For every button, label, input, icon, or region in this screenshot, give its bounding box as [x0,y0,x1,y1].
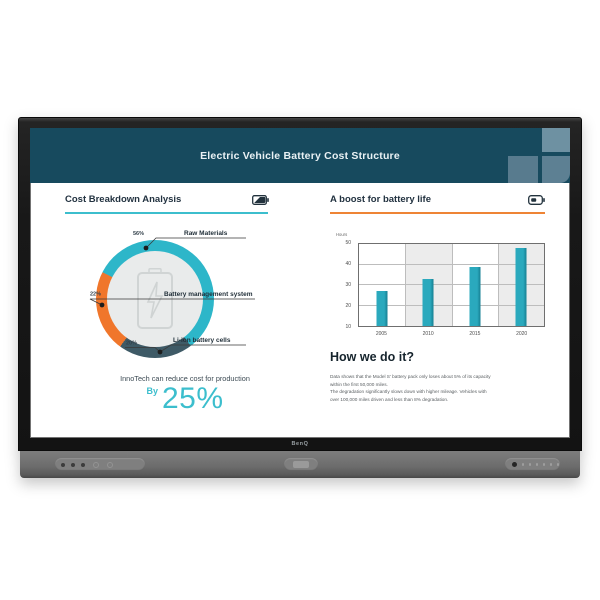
control-dot [535,463,538,466]
slide-title: Electric Vehicle Battery Cost Structure [200,149,400,162]
bar-plot [358,243,545,327]
annotation-dot [143,245,149,251]
by-label: By [146,386,158,396]
gridline [359,284,544,285]
gridline [359,304,544,306]
bar-2010 [422,278,434,326]
x-tick-label: 2020 [516,331,528,337]
home-button [293,461,309,468]
body-line: Data shows that the Model S' battery pac… [330,374,491,379]
y-tick-label: 20 [345,303,351,309]
y-axis: 50 40 30 20 10 [330,240,354,330]
control-dot [542,463,545,466]
port-ring [107,461,113,468]
segment-pct: 56% [133,231,144,237]
y-tick-label: 40 [345,261,351,267]
segment-pct: 20% [126,341,137,347]
control-dot [549,463,552,466]
port-dot [61,462,65,467]
segment-pct: 22% [90,292,101,298]
monitor: Electric Vehicle Battery Cost Structure … [18,117,582,478]
x-axis: 2005 2010 2015 2020 [358,331,545,337]
control-dot [556,463,559,466]
donut-annotations: 56% Raw Materials 22% Battery management… [89,230,255,355]
annotation-line [89,298,255,306]
right-section-title: A boost for battery life [330,194,431,205]
annotation-line [145,237,246,249]
cost-reduction-highlight: By 25% [60,382,310,416]
gridline [359,263,544,265]
control-panel [505,458,560,471]
battery-bolt-watermark-icon [137,268,173,329]
x-tick-label: 2015 [469,331,481,337]
y-axis-label: Hours [336,232,348,237]
how-heading: How we do it? [330,350,415,364]
annotation-dot [99,302,105,308]
segment-label: Raw Materials [184,230,228,237]
x-tick-label: 2010 [422,331,434,337]
how-body: Data shows that the Model S' battery pac… [330,373,544,403]
deco-square [542,156,570,183]
bar-2020 [515,248,527,326]
bezel-bottom: BenQ [30,438,570,450]
port-ring [93,461,99,468]
center-button-panel [284,458,318,471]
left-section-underline [65,212,268,214]
segment-label: Li-ion battery cells [173,337,231,344]
port-panel [55,458,145,471]
left-section-title: Cost Breakdown Analysis [65,194,182,205]
annotation-dot [157,349,163,355]
left-caption: InnoTech can reduce cost for production [120,374,250,383]
body-line: within the first 50,000 miles. [330,381,388,387]
bar-2015 [469,266,481,326]
bar-2005 [376,291,388,326]
body-line: The degradation significantly slows down… [330,389,487,395]
battery-half-icon [252,194,269,205]
right-section-underline [330,212,545,214]
slide-header: Electric Vehicle Battery Cost Structure [30,128,570,183]
power-button [512,462,517,467]
right-section-head: A boost for battery life [330,194,545,205]
control-dot [528,463,531,466]
display-screen: Electric Vehicle Battery Cost Structure … [30,128,570,438]
y-tick-label: 30 [345,282,351,288]
battery-charge-icon [528,194,545,205]
y-tick-label: 10 [345,324,351,330]
x-tick-label: 2005 [375,331,387,337]
control-dot [521,463,524,466]
segment-label: Battery management system [164,291,253,298]
left-section-head: Cost Breakdown Analysis [65,194,269,205]
port-dot [81,462,85,467]
deco-square [508,156,538,183]
deco-square [542,128,570,152]
y-tick-label: 50 [345,240,351,246]
port-dot [71,462,75,467]
annotation-line [125,344,246,353]
bar-chart: Hours 50 40 30 20 10 2005 2010 2015 2020 [330,223,545,348]
body-line: over 100,000 miles driven and less than … [330,396,449,402]
soundbar [20,451,580,478]
plot-column-band [451,244,498,326]
benq-logo: BenQ [291,441,309,447]
monitor-bezel: Electric Vehicle Battery Cost Structure … [18,117,582,451]
highlight-value: 25% [161,382,224,415]
